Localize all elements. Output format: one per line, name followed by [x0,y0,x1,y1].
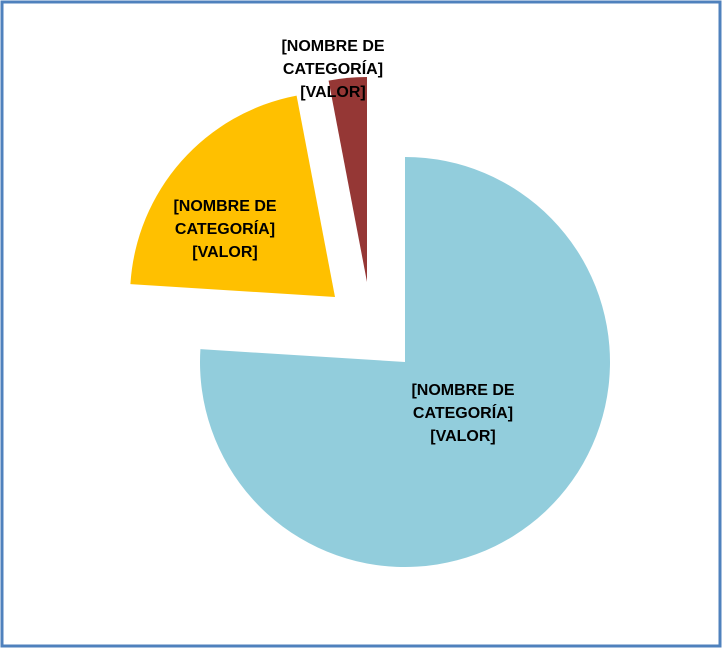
value-label: [VALOR] [192,244,257,261]
category-label: [NOMBRE DE CATEGORÍA] [173,198,276,238]
value-label: [VALOR] [300,84,365,101]
category-label: [NOMBRE DE CATEGORÍA] [411,382,514,422]
pie-slice [200,157,610,567]
pie-slice [328,77,367,282]
value-label: [VALOR] [430,428,495,445]
slice-label: [NOMBRE DE CATEGORÍA] [VALOR] [411,382,514,445]
slice-label: [NOMBRE DE CATEGORÍA] [VALOR] [173,198,276,261]
category-label: [NOMBRE DE CATEGORÍA] [281,38,384,78]
slice-label: [NOMBRE DE CATEGORÍA] [VALOR] [281,38,384,101]
pie-slice [130,95,335,298]
